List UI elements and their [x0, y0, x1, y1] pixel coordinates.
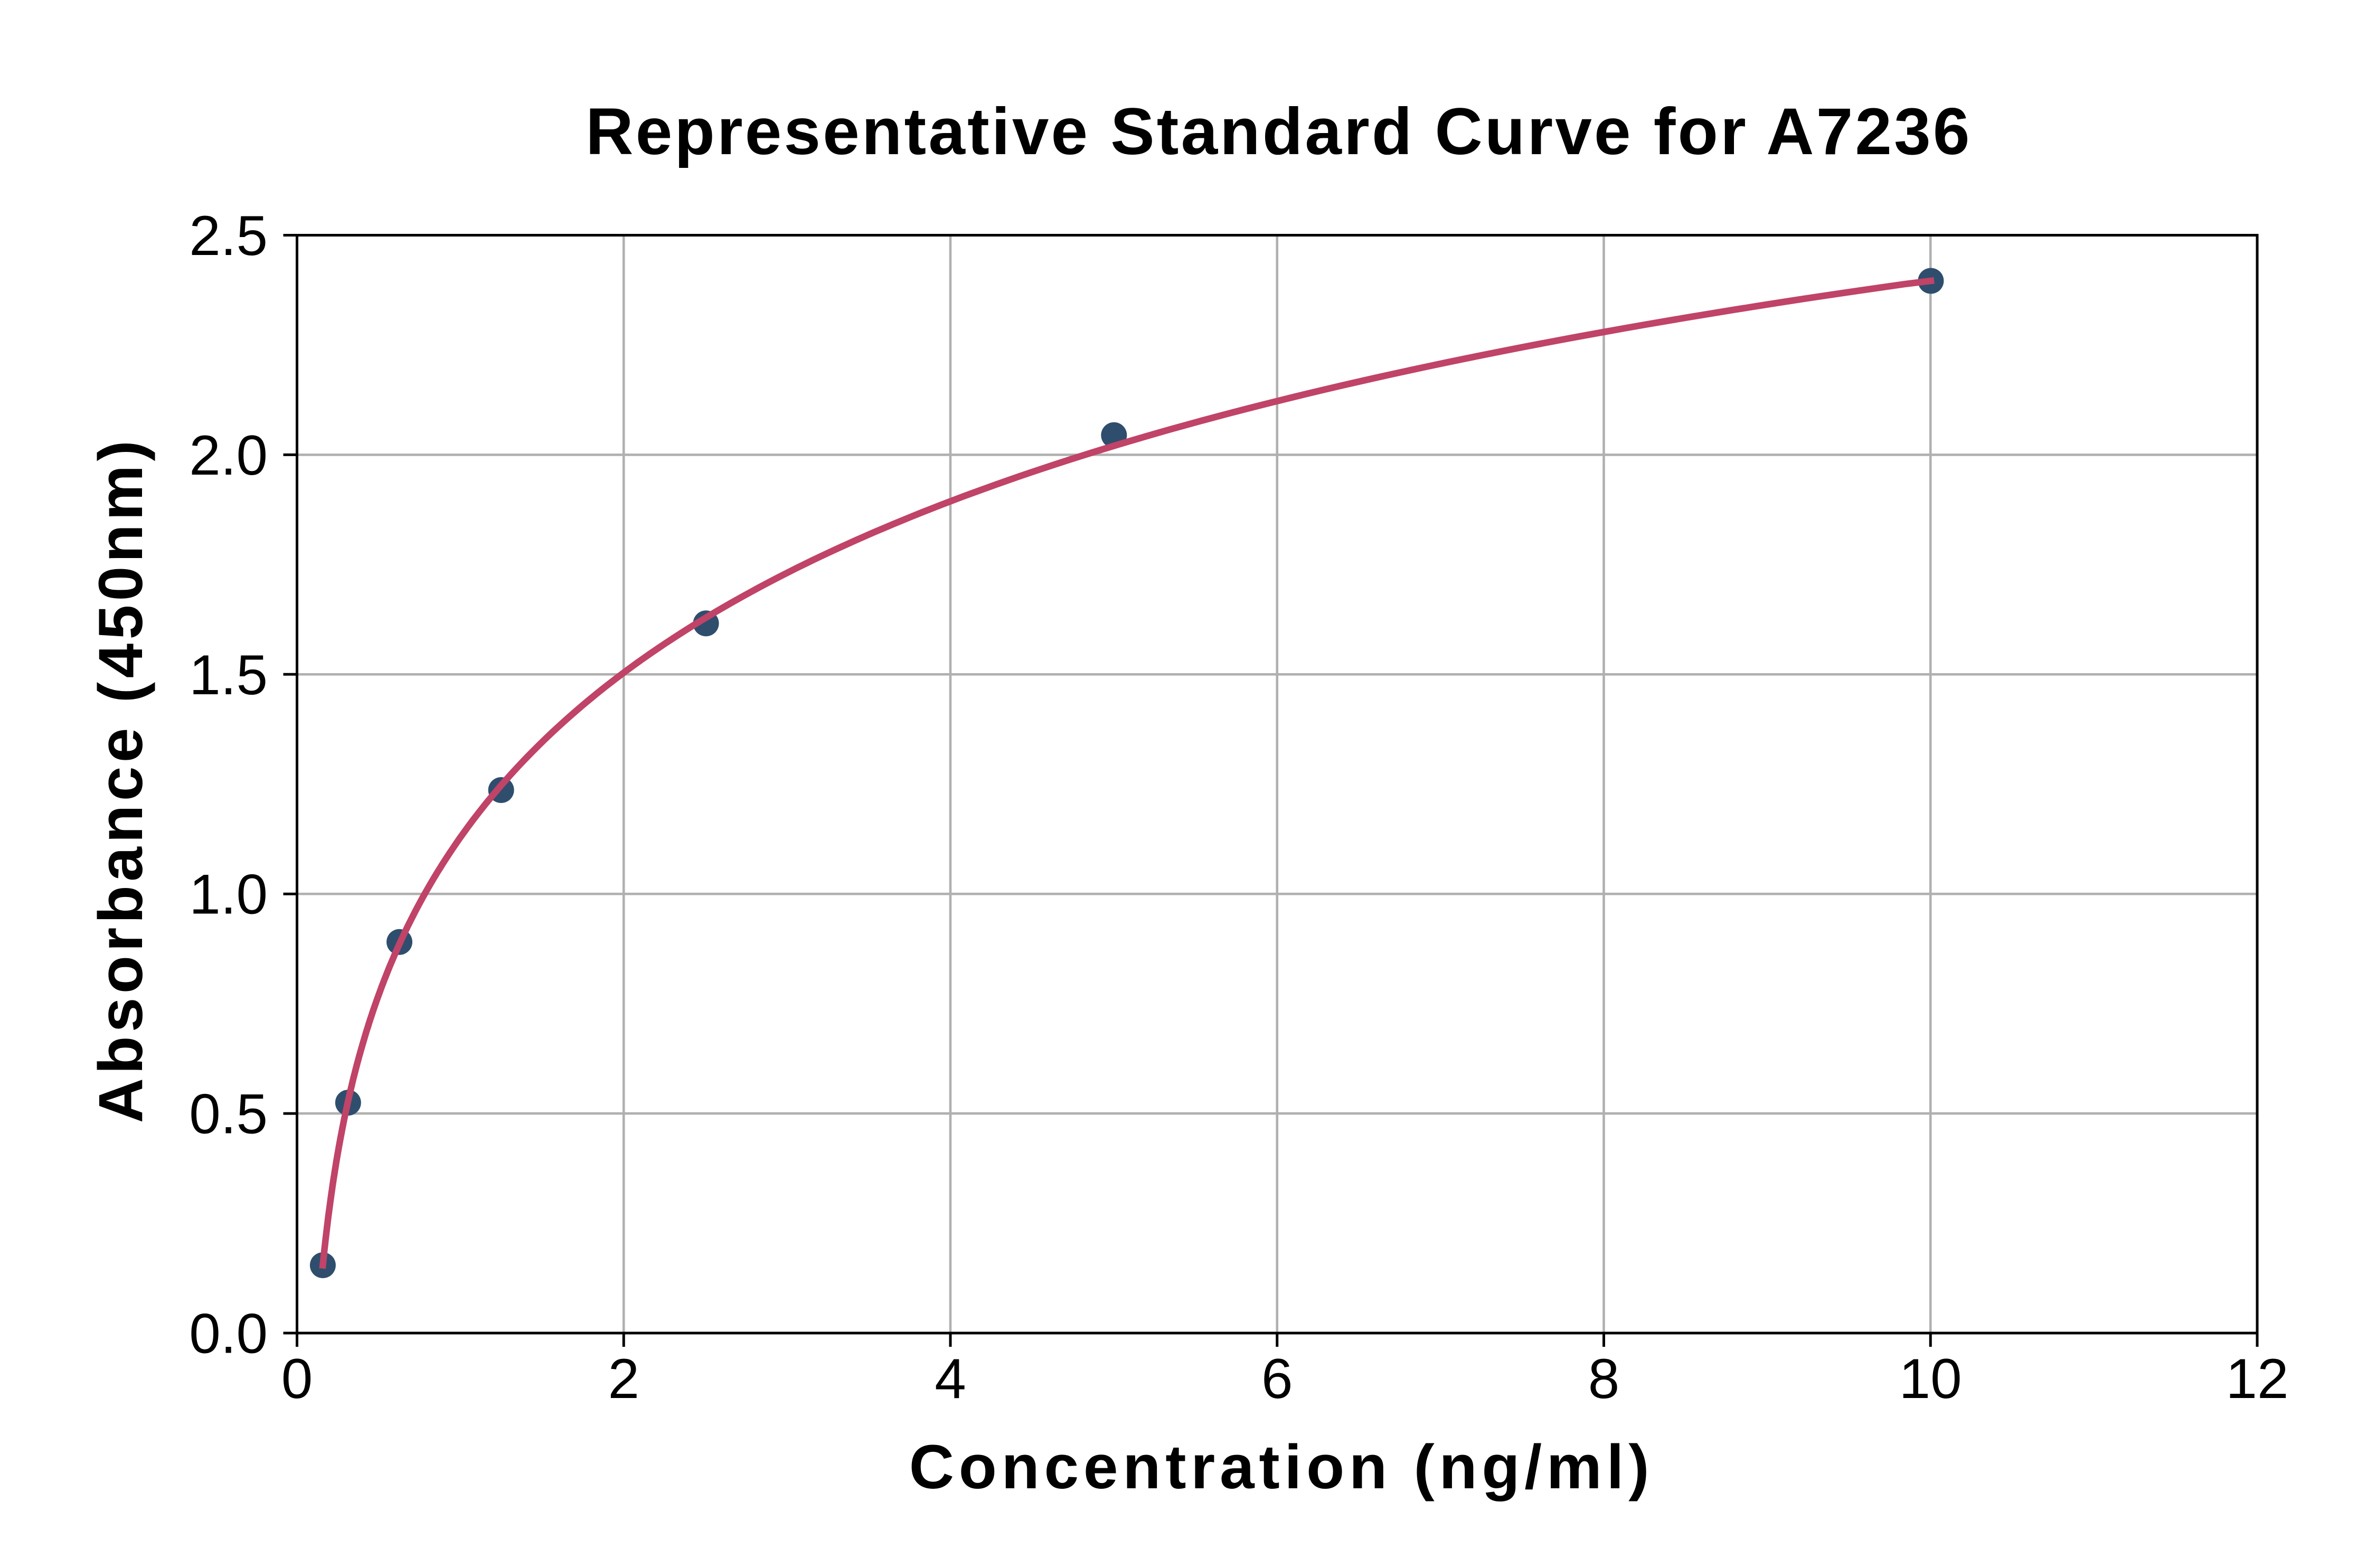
svg-text:0.0: 0.0 [189, 1302, 268, 1365]
svg-text:2.5: 2.5 [189, 204, 268, 267]
svg-text:2.0: 2.0 [189, 423, 268, 487]
svg-text:6: 6 [1261, 1347, 1293, 1410]
svg-text:1.5: 1.5 [189, 643, 268, 706]
svg-text:12: 12 [2226, 1347, 2288, 1410]
svg-text:1.0: 1.0 [189, 863, 268, 926]
svg-text:2: 2 [608, 1347, 639, 1410]
svg-text:Absorbance (450nm): Absorbance (450nm) [86, 437, 156, 1123]
svg-text:Representative Standard Curve: Representative Standard Curve for A7236 [586, 95, 1972, 168]
svg-text:8: 8 [1588, 1347, 1620, 1410]
svg-text:Concentration (ng/ml): Concentration (ng/ml) [909, 1432, 1654, 1502]
svg-text:0: 0 [281, 1347, 313, 1410]
svg-text:4: 4 [935, 1347, 966, 1410]
svg-text:0.5: 0.5 [189, 1082, 268, 1146]
svg-text:10: 10 [1899, 1347, 1962, 1410]
